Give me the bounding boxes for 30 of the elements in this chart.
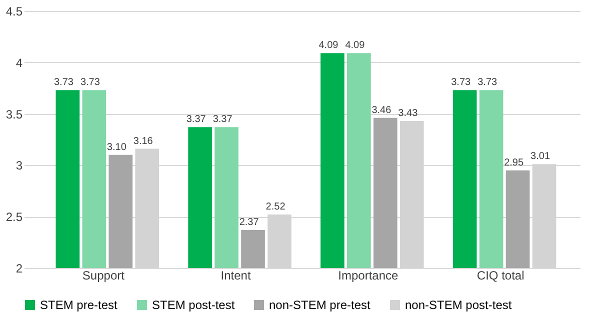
data-label: 3.37: [212, 114, 233, 126]
data-label: 3.16: [133, 136, 154, 147]
x-tick-label: Support: [82, 268, 126, 282]
x-tick-label: Intent: [220, 268, 252, 282]
data-label: 2.52: [266, 202, 286, 213]
y-tick-label: 3.5: [6, 107, 23, 122]
data-label: 3.37: [186, 114, 206, 126]
data-label: 3.43: [398, 108, 418, 119]
data-label: 3.73: [80, 77, 100, 88]
x-tick-label: CIQ total: [476, 268, 524, 282]
data-label: 3.46: [372, 104, 392, 116]
legend-label: STEM post-test: [152, 298, 236, 312]
legend-label: non-STEM post-test: [405, 298, 512, 312]
y-tick-label: 2: [16, 262, 23, 276]
y-tick-label: 4.5: [6, 4, 23, 18]
data-label: 4.09: [318, 40, 339, 52]
data-label: 3.10: [106, 142, 127, 153]
data-label: 3.73: [451, 77, 472, 88]
legend-label: non-STEM pre-test: [269, 298, 372, 312]
x-tick-label: Importance: [338, 268, 399, 282]
data-label: 2.95: [504, 157, 524, 168]
y-tick-label: 4: [16, 56, 23, 70]
data-label: 2.37: [239, 216, 260, 228]
data-label: 3.73: [54, 77, 74, 88]
y-tick-label: 3: [16, 158, 23, 173]
y-tick-label: 2.5: [6, 210, 23, 224]
data-label: 4.09: [345, 40, 366, 52]
data-label: 3.73: [478, 77, 498, 88]
legend-label: STEM pre-test: [40, 298, 118, 312]
data-label: 3.01: [530, 151, 550, 162]
